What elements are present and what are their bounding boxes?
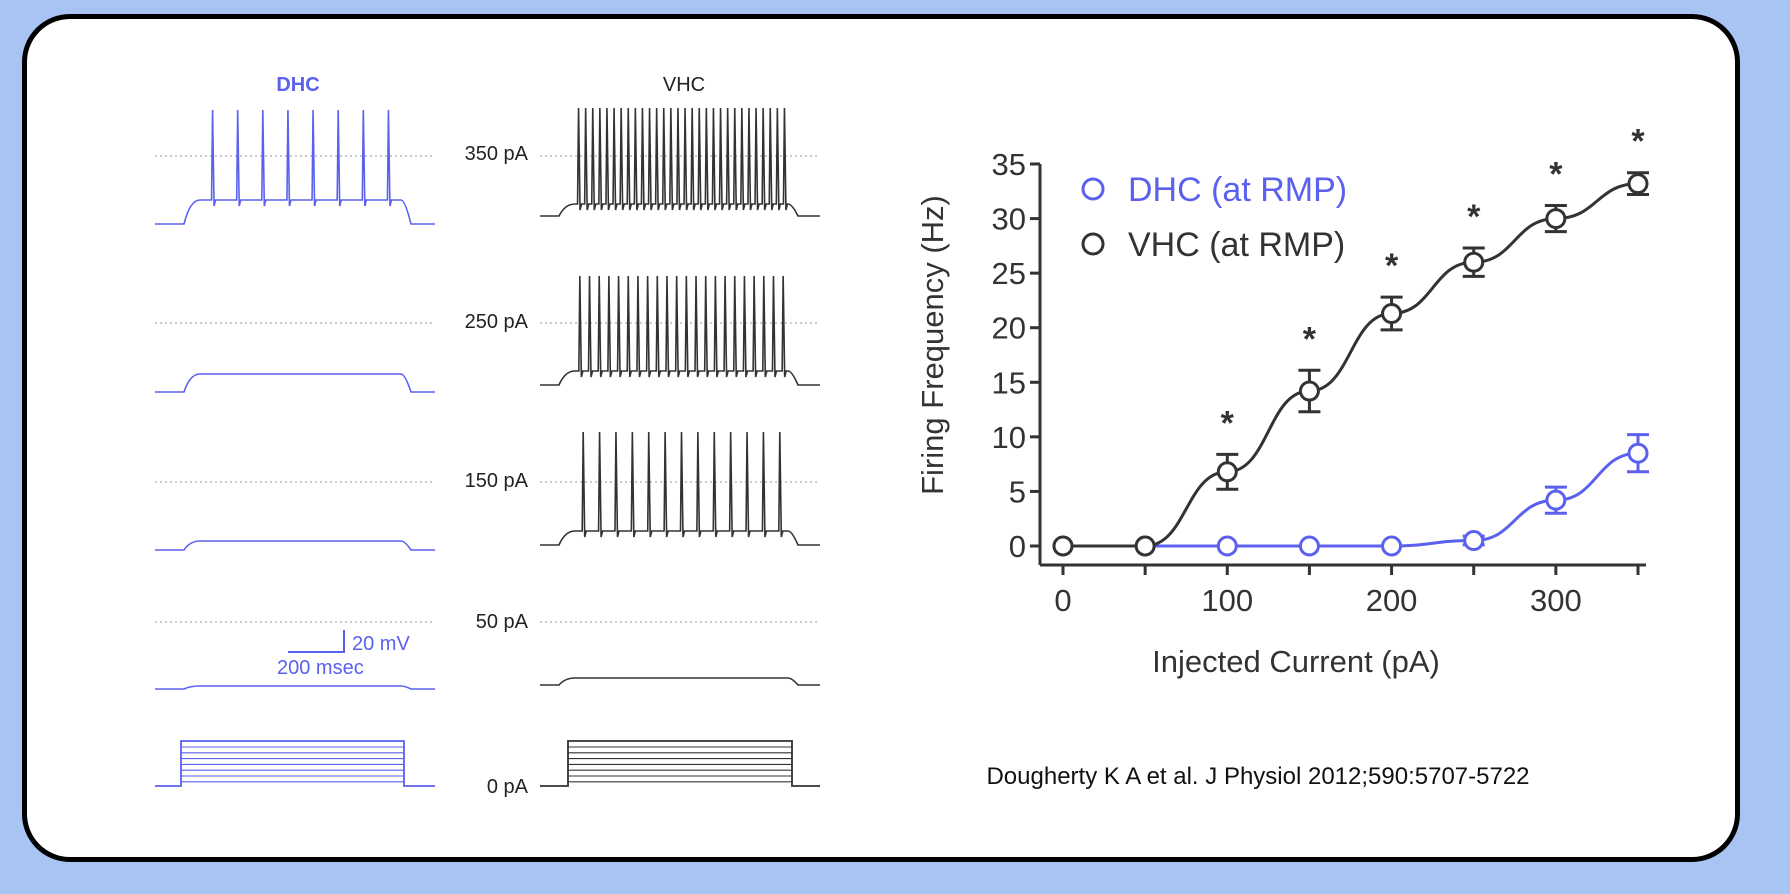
y-tick-label-5: 5 [1009, 474, 1026, 509]
x-axis-label: Injected Current (pA) [1152, 644, 1440, 679]
vhc-point-50 [1134, 535, 1156, 557]
scale-bar-time: 200 msec [277, 657, 364, 679]
significance-star-300: * [1549, 155, 1563, 193]
vhc-0-trace [540, 107, 820, 217]
significance-star-350: * [1631, 123, 1645, 161]
vhc-3-trace [540, 677, 820, 686]
significance-star-150: * [1303, 320, 1317, 358]
current-label-350: 350 pA [465, 143, 529, 165]
vhc-point-300 [1545, 208, 1567, 230]
y-axis-label: Firing Frequency (Hz) [915, 195, 950, 495]
x-tick-label-0: 0 [1054, 583, 1071, 618]
dhc-step-outline [155, 740, 435, 787]
vhc-point-0 [1052, 535, 1074, 557]
vhc-point-200 [1381, 303, 1403, 325]
y-tick-label-35: 35 [992, 147, 1026, 182]
x-tick-label-300: 300 [1530, 583, 1582, 618]
dhc-point-150 [1298, 535, 1320, 557]
vhc-point-350 [1627, 173, 1649, 195]
dhc-point-350 [1627, 442, 1649, 464]
vhc-header: VHC [663, 74, 705, 96]
y-tick-label-10: 10 [992, 420, 1026, 455]
x-tick-label-200: 200 [1366, 583, 1418, 618]
current-label-150: 150 pA [465, 470, 529, 492]
current-label-0: 0 pA [487, 776, 529, 798]
y-tick-label-25: 25 [992, 256, 1026, 291]
firing-frequency-chart: 0 5 10 15 20 25 30 35 0 100 200 300 * * * * * * Firing F… [915, 123, 1649, 679]
current-label-250: 250 pA [465, 311, 529, 333]
vhc-point-150 [1298, 380, 1320, 402]
dhc-3-trace [155, 685, 435, 690]
dhc-point-100 [1216, 535, 1238, 557]
significance-star-200: * [1385, 247, 1399, 285]
legend: DHC (at RMP) VHC (at RMP) [1081, 171, 1347, 264]
citation: Dougherty K A et al. J Physiol 2012;590:… [986, 763, 1529, 790]
y-tick-label-30: 30 [992, 202, 1026, 237]
vhc-series-line [1063, 182, 1639, 548]
x-tick-label-100: 100 [1201, 583, 1253, 618]
legend-vhc-label: VHC (at RMP) [1128, 226, 1345, 264]
significance-star-250: * [1467, 198, 1481, 236]
vhc-point-250 [1463, 251, 1485, 273]
dhc-point-300 [1545, 489, 1567, 511]
current-step-labels: 350 pA 250 pA 150 pA 50 pA 0 pA [465, 143, 529, 798]
chart-series: * * * * * * [1052, 123, 1649, 557]
scale-bar: 20 mV 200 msec [277, 630, 410, 679]
scale-bar-lines [288, 630, 345, 653]
chart-axes: 0 5 10 15 20 25 30 35 0 100 200 300 [992, 147, 1646, 618]
dhc-point-200 [1381, 535, 1403, 557]
traces-layer [155, 107, 820, 787]
dhc-0-trace [155, 109, 435, 225]
dhc-1-trace [155, 373, 435, 393]
vhc-1-trace [540, 275, 820, 386]
significance-star-100: * [1221, 404, 1235, 442]
voltage-traces-panel: DHC VHC 20 mV 200 msec 350 pA 250 pA 150… [155, 74, 820, 798]
figure-card [22, 14, 1740, 862]
dhc-header: DHC [276, 74, 319, 96]
current-label-50: 50 pA [476, 611, 529, 633]
dhc-point-250 [1463, 530, 1485, 552]
vhc-step-outline [540, 740, 820, 787]
legend-dhc-label: DHC (at RMP) [1128, 171, 1347, 209]
y-tick-label-15: 15 [992, 365, 1026, 400]
y-tick-label-0: 0 [1009, 529, 1026, 564]
y-tick-label-20: 20 [992, 311, 1026, 346]
scale-bar-voltage: 20 mV [352, 633, 410, 655]
legend-dhc-marker [1081, 177, 1105, 201]
vhc-point-100 [1216, 461, 1238, 483]
legend-vhc-marker [1081, 232, 1105, 256]
vhc-2-trace [540, 431, 820, 546]
dhc-2-trace [155, 540, 435, 551]
